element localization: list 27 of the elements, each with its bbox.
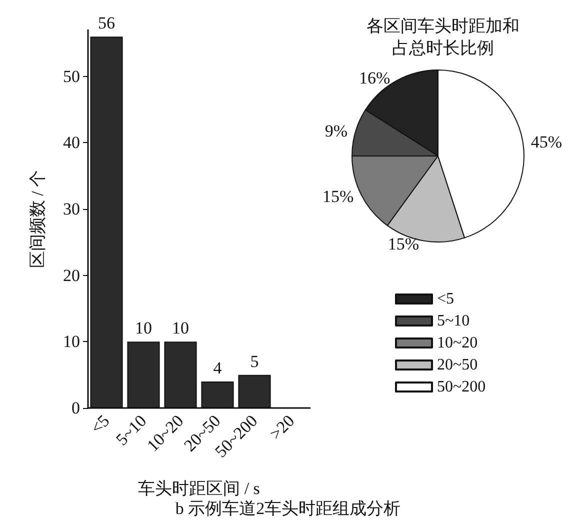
y-tick-label: 10 [63,332,80,352]
legend-label: 50~200 [437,378,486,396]
data-label: 10 [135,318,152,338]
x-axis-title: 车头时距区间 / s [138,479,260,498]
y-tick-label: 40 [63,133,80,152]
data-label: 15% [388,234,420,254]
legend-label: 5~10 [437,312,470,330]
y-tick-label: 0 [72,398,80,418]
data-label: 45% [530,132,562,152]
text: b 示例车道2车头时距组成分析 [175,499,401,518]
data-label: 4 [213,358,222,378]
y-tick-label: 50 [63,66,80,86]
data-label: 56 [98,14,115,33]
y-tick-label: 30 [63,200,80,219]
data-label: 5 [250,352,259,371]
chart-title: 各区间车头时距加和占总时长比例 [366,16,520,58]
legend-label: <5 [437,290,454,308]
data-label: 15% [322,186,354,206]
y-tick-label: 20 [63,266,80,285]
x-tick-label: >20 [266,411,298,444]
data-label: 9% [324,122,348,141]
y-axis-title: 区间频数 / 个 [28,170,47,268]
data-label: 16% [358,68,390,88]
legend-label: 20~50 [437,356,478,374]
legend-label: 10~20 [437,334,478,352]
x-tick-label: <5 [87,411,114,438]
data-label: 10 [172,318,189,338]
